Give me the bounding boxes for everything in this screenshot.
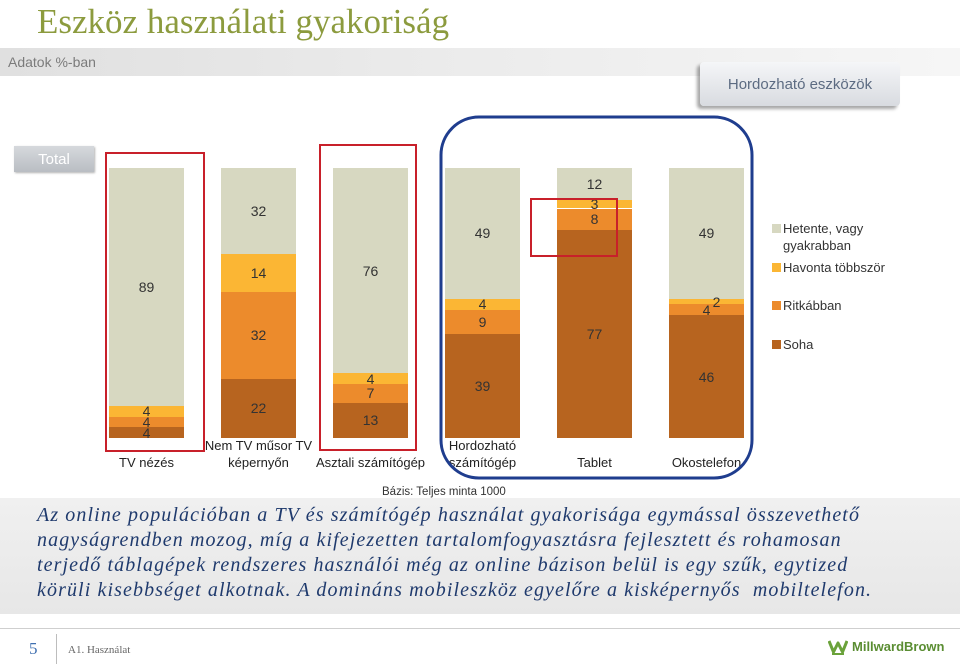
bar-segment bbox=[221, 292, 296, 379]
legend-swatch bbox=[772, 301, 781, 310]
total-button[interactable]: Total bbox=[14, 146, 94, 172]
legend-swatch bbox=[772, 224, 781, 233]
data-label: 46 bbox=[698, 368, 715, 385]
company-logo: MillwardBrown bbox=[828, 636, 953, 658]
footer-divider bbox=[56, 634, 57, 664]
bar-segment bbox=[221, 254, 296, 293]
summary-line: nagyságrendben mozog, míg a kifejezetten… bbox=[37, 529, 842, 551]
data-label: 39 bbox=[474, 377, 491, 394]
base-note: Bázis: Teljes minta 1000 bbox=[382, 486, 506, 498]
summary-background bbox=[0, 498, 960, 614]
summary-line: Az online populációban a TV és számítógé… bbox=[37, 504, 861, 526]
data-label: 77 bbox=[586, 326, 603, 343]
data-label: 4 bbox=[366, 370, 375, 387]
data-label: 49 bbox=[698, 225, 715, 242]
data-label: 89 bbox=[138, 278, 155, 295]
data-label: 14 bbox=[250, 265, 267, 282]
category-label: Nem TV műsor TV képernyőn bbox=[204, 438, 313, 470]
data-label: 22 bbox=[250, 400, 267, 417]
data-label: 13 bbox=[362, 412, 379, 429]
data-label: 49 bbox=[474, 225, 491, 242]
data-label: 3 bbox=[590, 196, 599, 213]
data-label: 76 bbox=[362, 262, 379, 279]
bar-segment bbox=[221, 378, 296, 438]
logo-icon bbox=[828, 640, 848, 655]
section-label: A1. Használat bbox=[68, 644, 131, 656]
category-label: TV nézés bbox=[119, 455, 174, 470]
slide-title: Eszköz használati gyakoriság bbox=[37, 2, 450, 41]
units-note: Adatok %-ban bbox=[8, 54, 96, 70]
category-label: Okostelefon bbox=[671, 455, 742, 470]
data-label: 32 bbox=[250, 203, 267, 220]
legend-label: Ritkábban bbox=[783, 298, 842, 313]
legend-swatch bbox=[772, 263, 781, 272]
page-number: 5 bbox=[29, 639, 38, 658]
bar-segment bbox=[221, 168, 296, 255]
data-label: 9 bbox=[478, 313, 487, 330]
footer-rule bbox=[0, 628, 960, 629]
legend-label: Havonta többször bbox=[783, 260, 885, 275]
data-label: 32 bbox=[250, 327, 267, 344]
legend-label: Soha bbox=[783, 337, 814, 352]
legend-label: Hetente, vagy gyakrabban bbox=[783, 221, 864, 253]
legend-swatch bbox=[772, 340, 781, 349]
data-label: 2 bbox=[712, 293, 721, 310]
portable-devices-button[interactable]: Hordozható eszközök bbox=[700, 62, 900, 106]
summary-line: körüli kisebbséget alkotnak. A domináns … bbox=[37, 579, 873, 601]
data-label: 4 bbox=[478, 296, 487, 313]
logo-wordmark: MillwardBrown bbox=[852, 639, 945, 654]
summary-line: terjedő táblagépek rendszeres használói … bbox=[37, 554, 849, 576]
data-label: 8 bbox=[590, 211, 599, 228]
category-label: Asztali számítógép bbox=[315, 455, 426, 470]
data-label: 7 bbox=[366, 385, 375, 402]
data-label: 4 bbox=[142, 403, 151, 420]
data-label: 12 bbox=[586, 176, 603, 193]
